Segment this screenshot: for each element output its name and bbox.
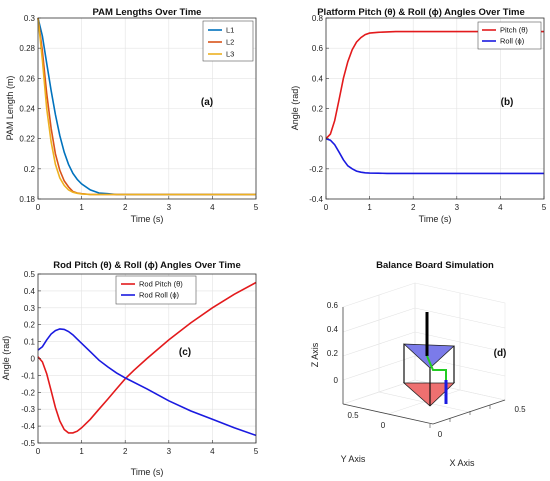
chart-b-ylabel: Angle (rad) bbox=[290, 86, 300, 131]
top-plate bbox=[402, 343, 455, 369]
y-tick-label: 0.2 bbox=[312, 105, 324, 114]
y-tick-label: -0.3 bbox=[21, 405, 35, 414]
x-tick-label: 4 bbox=[498, 203, 503, 212]
x-tick-label: 5 bbox=[254, 447, 259, 456]
x-tick-label: 5 bbox=[542, 203, 547, 212]
y-tick-label: 0 bbox=[381, 421, 386, 430]
x-tick-label: 3 bbox=[455, 203, 460, 212]
chart-c-legend: Rod Pitch (θ) Rod Roll (ϕ) bbox=[115, 275, 197, 305]
green-link bbox=[426, 355, 447, 380]
chart-b-xlabel: Time (s) bbox=[419, 214, 452, 224]
x-tick-label: 4 bbox=[210, 447, 215, 456]
chart-rod-angles: Rod Pitch (θ) & Roll (ϕ) Angles Over Tim… bbox=[1, 260, 259, 477]
series-line bbox=[37, 281, 257, 434]
y-tick-label: 0.3 bbox=[24, 14, 36, 23]
x-tick-label: 3 bbox=[167, 447, 172, 456]
balance-board-3d: Balance Board Simulation 0.6 0.4 0 bbox=[310, 260, 526, 468]
legend-entry: Pitch (θ) bbox=[500, 26, 528, 35]
x-tick-label: 5 bbox=[254, 203, 259, 212]
y-tick-label: -0.5 bbox=[21, 439, 35, 448]
series-line bbox=[37, 328, 257, 437]
chart-a-legend: L1 L2 L3 bbox=[202, 20, 254, 62]
y-tick-label: 0.5 bbox=[347, 411, 359, 420]
y-tick-label: -0.2 bbox=[21, 388, 35, 397]
y-tick-label: 0.2 bbox=[24, 321, 36, 330]
y-tick-label: 0.6 bbox=[312, 44, 324, 53]
chart-pam-lengths: PAM Lengths Over Time 0 1 2 3 4 5 0.18 0.2 0.22… bbox=[5, 7, 259, 224]
x-tick-label: 0 bbox=[36, 447, 41, 456]
chart-c-title: Rod Pitch (θ) & Roll (ϕ) Angles Over Tim… bbox=[53, 260, 241, 271]
y-tick-label: -0.1 bbox=[21, 371, 35, 380]
x-axis-label: X Axis bbox=[449, 458, 475, 468]
y-tick-label: 0.3 bbox=[24, 304, 36, 313]
bottom-plate bbox=[402, 382, 455, 407]
x-tick-label: 1 bbox=[367, 203, 372, 212]
chart-b-annotation: (b) bbox=[501, 97, 514, 108]
legend-entry: Rod Roll (ϕ) bbox=[139, 291, 180, 300]
x-tick-label: 1 bbox=[79, 447, 84, 456]
legend-entry: L2 bbox=[226, 38, 234, 47]
y-tick-label: 0.1 bbox=[24, 338, 36, 347]
x-tick-label: 2 bbox=[123, 203, 128, 212]
board-model bbox=[402, 312, 455, 407]
y-tick-label: 0 bbox=[31, 355, 36, 364]
z-tick-label: 0.2 bbox=[327, 349, 339, 358]
chart-a-title: PAM Lengths Over Time bbox=[93, 7, 202, 18]
y-axis-label: Y Axis bbox=[341, 454, 366, 464]
chart-d-annotation: (d) bbox=[494, 348, 507, 359]
z-axis-label: Z Axis bbox=[310, 342, 320, 367]
chart-platform-angles: Platform Pitch (θ) & Roll (ϕ) Angles Ove… bbox=[290, 7, 547, 224]
legend-entry: Rod Pitch (θ) bbox=[139, 280, 183, 289]
legend-entry: Roll (ϕ) bbox=[500, 37, 525, 46]
x-tick-label: 0.5 bbox=[514, 405, 526, 414]
y-tick-label: 0.18 bbox=[19, 195, 35, 204]
y-tick-label: 0.8 bbox=[312, 14, 324, 23]
y-axis-ticks: 0.5 0 bbox=[347, 411, 385, 430]
x-tick-label: 3 bbox=[167, 203, 172, 212]
z-axis-ticks: 0.6 0.4 0.2 0 bbox=[327, 301, 339, 385]
chart-a-ylabel: PAM Length (m) bbox=[5, 76, 15, 141]
chart-c-ylabel: Angle (rad) bbox=[1, 336, 11, 381]
y-tick-label: 0.4 bbox=[312, 74, 324, 83]
series-line bbox=[325, 137, 544, 175]
chart-b-legend: Pitch (θ) Roll (ϕ) bbox=[477, 21, 542, 50]
x-tick-label: 4 bbox=[210, 203, 215, 212]
y-tick-label: 0.2 bbox=[24, 165, 36, 174]
y-tick-label: 0.5 bbox=[24, 270, 36, 279]
chart-a-xlabel: Time (s) bbox=[131, 214, 164, 224]
z-tick-label: 0.6 bbox=[327, 301, 339, 310]
chart-d-title: Balance Board Simulation bbox=[376, 260, 494, 271]
chart-c-annotation: (c) bbox=[179, 347, 191, 358]
y-tick-label: 0.28 bbox=[19, 44, 35, 53]
x-tick-label: 0 bbox=[36, 203, 41, 212]
series-line bbox=[37, 17, 256, 196]
y-tick-label: -0.4 bbox=[21, 422, 35, 431]
y-tick-label: 0 bbox=[319, 135, 324, 144]
x-tick-label: 0 bbox=[324, 203, 329, 212]
x-tick-label: 2 bbox=[123, 447, 128, 456]
x-tick-label: 1 bbox=[79, 203, 84, 212]
legend-entry: L3 bbox=[226, 50, 234, 59]
y-tick-label: 0.4 bbox=[24, 287, 36, 296]
z-tick-label: 0.4 bbox=[327, 325, 339, 334]
series-line bbox=[325, 30, 544, 140]
legend-entry: L1 bbox=[226, 26, 234, 35]
y-tick-label: 0.24 bbox=[19, 105, 35, 114]
z-tick-label: 0 bbox=[334, 376, 339, 385]
x-axis-ticks: 0 0.5 bbox=[429, 405, 526, 439]
y-tick-label: 0.26 bbox=[19, 74, 35, 83]
y-tick-label: -0.4 bbox=[309, 195, 323, 204]
x-tick-label: 2 bbox=[411, 203, 416, 212]
chart-a-annotation: (a) bbox=[201, 97, 213, 108]
chart-c-xlabel: Time (s) bbox=[131, 467, 164, 477]
chart-b-title: Platform Pitch (θ) & Roll (ϕ) Angles Ove… bbox=[317, 7, 525, 18]
y-tick-label: 0.22 bbox=[19, 135, 35, 144]
y-tick-label: -0.2 bbox=[309, 165, 323, 174]
x-tick-label: 0 bbox=[438, 430, 443, 439]
